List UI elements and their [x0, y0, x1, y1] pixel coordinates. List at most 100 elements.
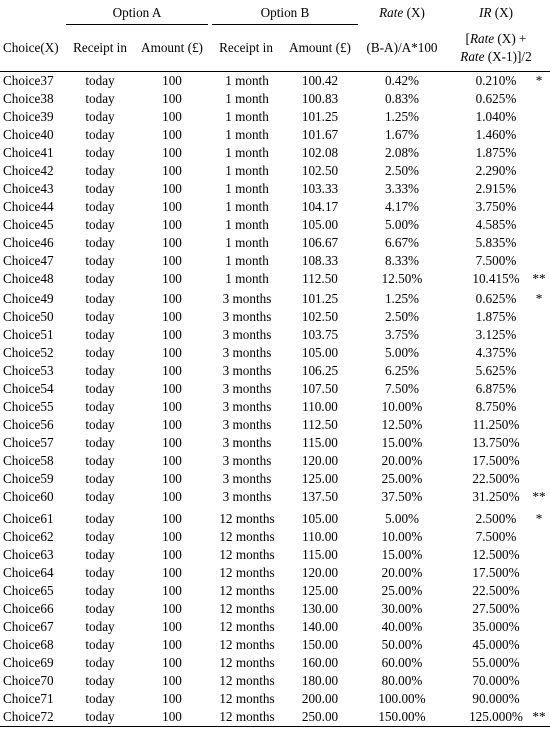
rate-cell: 10.00%: [381, 529, 423, 544]
rate-cell: 8.33%: [384, 253, 420, 268]
receipt-a-cell: today: [85, 417, 115, 432]
amount-a-cell: 100: [162, 199, 182, 214]
rate-cell: 37.50%: [381, 489, 423, 504]
marker-cell: **: [532, 489, 546, 504]
amount-a-cell: 100: [162, 511, 182, 526]
amount-b-cell: 106.67: [301, 235, 339, 250]
choice-cell: Choice70: [3, 673, 54, 688]
amount-b-cell: 105.00: [301, 345, 339, 360]
amount-a-cell: 100: [162, 529, 182, 544]
choice-cell: Choice38: [3, 91, 54, 106]
choice-cell: Choice72: [3, 709, 54, 724]
ir-cell: 7.500%: [475, 529, 517, 544]
receipt-b-cell: 12 months: [219, 619, 275, 634]
amount-a-cell: 100: [162, 691, 182, 706]
choice-cell: Choice63: [3, 547, 54, 562]
rate-cell: 25.00%: [381, 471, 423, 486]
receipt-a-cell: today: [85, 309, 115, 324]
rate-cell: 60.00%: [381, 655, 423, 670]
receipt-a-cell: today: [85, 637, 115, 652]
receipt-a-cell: today: [85, 91, 115, 106]
choice-cell: Choice52: [3, 345, 54, 360]
amount-a-cell: 100: [162, 565, 182, 580]
choice-cell: Choice64: [3, 565, 54, 580]
ir-formula-header-line1: [Rate (X) +: [465, 31, 527, 46]
amount-b-cell: 200.00: [301, 691, 339, 706]
receipt-b-cell: 12 months: [219, 565, 275, 580]
ir-cell: 22.500%: [472, 471, 520, 486]
rate-cell: 50.00%: [381, 637, 423, 652]
receipt-b-cell: 1 month: [225, 271, 269, 286]
rate-cell: 12.50%: [381, 417, 423, 432]
choice-cell: Choice67: [3, 619, 54, 634]
rate-cell: 3.33%: [384, 181, 420, 196]
header-divider: [0, 71, 550, 72]
rate-cell: 7.50%: [384, 381, 420, 396]
ir-cell: 2.500%: [475, 511, 517, 526]
amount-a-cell: 100: [162, 673, 182, 688]
receipt-b-cell: 1 month: [225, 199, 269, 214]
receipt-a-cell: today: [85, 217, 115, 232]
choice-cell: Choice43: [3, 181, 54, 196]
amount-b-cell: 101.25: [301, 109, 339, 124]
amount-a-cell: 100: [162, 489, 182, 504]
rate-cell: 20.00%: [381, 565, 423, 580]
choice-cell: Choice54: [3, 381, 54, 396]
receipt-b-cell: 3 months: [222, 435, 272, 450]
ir-cell: 1.875%: [475, 145, 517, 160]
amount-b-cell: 107.50: [301, 381, 339, 396]
choice-column-header: Choice(X): [3, 40, 59, 55]
choice-cell: Choice66: [3, 601, 54, 616]
choice-cell: Choice37: [3, 73, 54, 88]
choice-cell: Choice49: [3, 291, 54, 306]
rate-cell: 12.50%: [381, 271, 423, 286]
receipt-a-cell: today: [85, 709, 115, 724]
receipt-a-cell: today: [85, 565, 115, 580]
amount-a-cell: 100: [162, 583, 182, 598]
amount-a-cell: 100: [162, 145, 182, 160]
rate-cell: 5.00%: [384, 345, 420, 360]
rate-cell: 15.00%: [381, 547, 423, 562]
ir-cell: 5.625%: [475, 363, 517, 378]
rate-cell: 2.50%: [384, 163, 420, 178]
marker-cell: *: [535, 511, 543, 526]
ir-cell: 70.000%: [472, 673, 520, 688]
amount-b-cell: 102.50: [301, 163, 339, 178]
amount-b-cell: 104.17: [301, 199, 339, 214]
choice-cell: Choice44: [3, 199, 54, 214]
receipt-b-cell: 12 months: [219, 673, 275, 688]
choice-cell: Choice50: [3, 309, 54, 324]
rate-cell: 0.83%: [384, 91, 420, 106]
amount-a-cell: 100: [162, 709, 182, 724]
amount-b-cell: 100.42: [301, 73, 339, 88]
amount-a-cell: 100: [162, 655, 182, 670]
choice-cell: Choice39: [3, 109, 54, 124]
receipt-b-cell: 3 months: [222, 363, 272, 378]
amount-b-cell: 101.25: [301, 291, 339, 306]
marker-cell: *: [535, 291, 543, 306]
ir-cell: 4.585%: [475, 217, 517, 232]
rate-cell: 30.00%: [381, 601, 423, 616]
ir-header: IR (X): [478, 5, 514, 20]
receipt-b-cell: 3 months: [222, 399, 272, 414]
receipt-a-cell: today: [85, 327, 115, 342]
rate-cell: 25.00%: [381, 583, 423, 598]
receipt-a-cell: today: [85, 435, 115, 450]
receipt-a-cell: today: [85, 73, 115, 88]
receipt-a-cell: today: [85, 181, 115, 196]
rate-cell: 80.00%: [381, 673, 423, 688]
rate-header: Rate (X): [379, 5, 425, 20]
rate-cell: 150.00%: [378, 709, 426, 724]
receipt-b-cell: 12 months: [219, 601, 275, 616]
amount-b-cell: 180.00: [301, 673, 339, 688]
amount-a-cell: 100: [162, 637, 182, 652]
receipt-b-cell: 1 month: [225, 217, 269, 232]
marker-cell: **: [532, 709, 546, 724]
amount-b-header: Amount (£): [289, 40, 351, 55]
choice-cell: Choice57: [3, 435, 54, 450]
amount-a-cell: 100: [162, 417, 182, 432]
amount-a-cell: 100: [162, 453, 182, 468]
amount-a-cell: 100: [162, 363, 182, 378]
amount-b-cell: 160.00: [301, 655, 339, 670]
choice-cell: Choice53: [3, 363, 54, 378]
